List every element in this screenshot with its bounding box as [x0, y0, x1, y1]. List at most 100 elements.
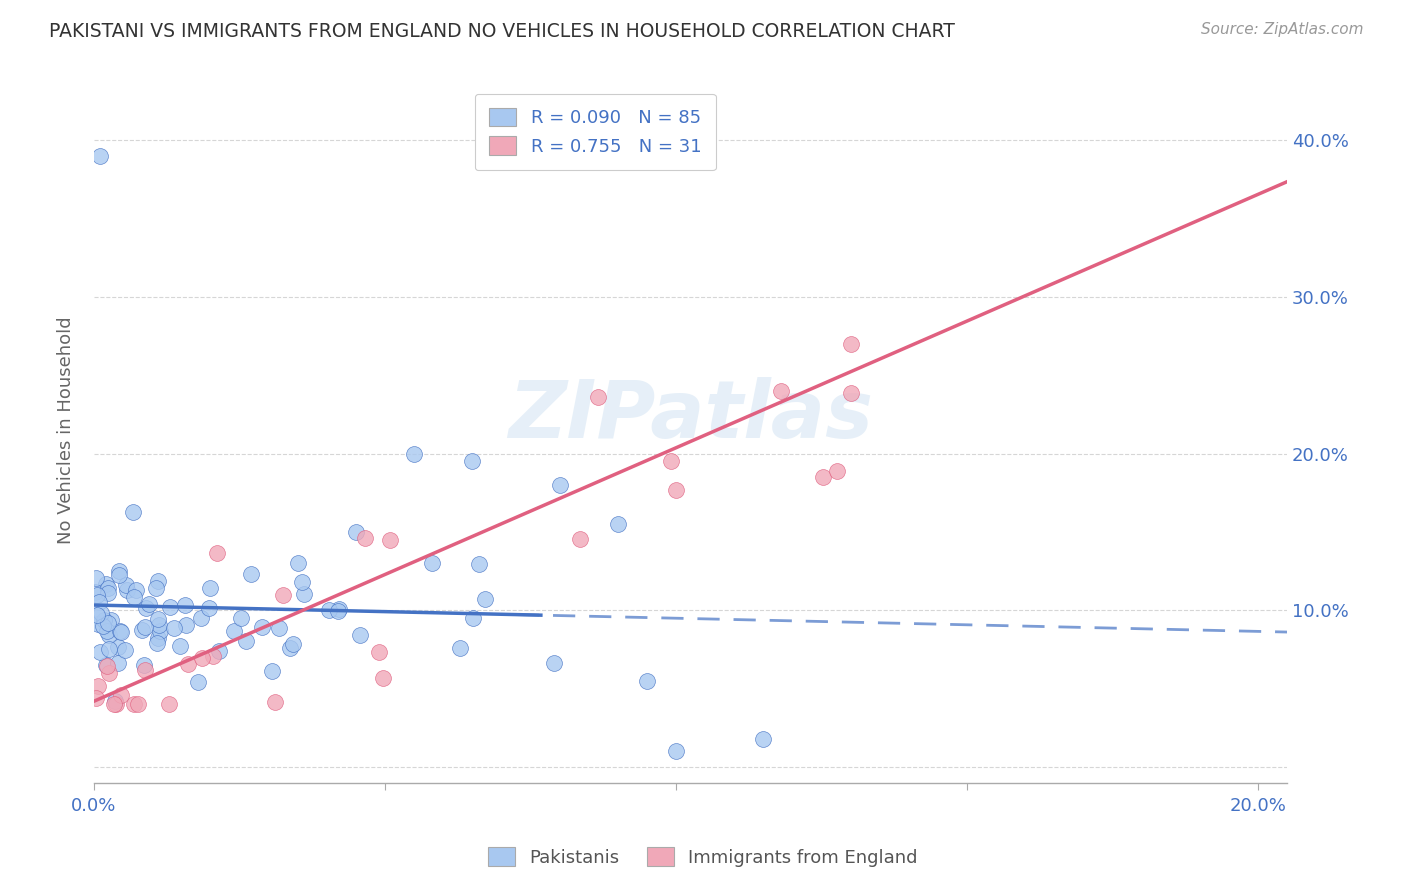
Point	[87, 679, 110, 693]
Point	[169, 640, 191, 654]
Point	[108, 624, 131, 638]
Point	[368, 645, 391, 659]
Point	[468, 557, 491, 571]
Point	[107, 656, 129, 670]
Point	[811, 470, 834, 484]
Point	[548, 478, 571, 492]
Point	[380, 533, 402, 547]
Point	[96, 624, 118, 639]
Point	[97, 616, 120, 631]
Point	[354, 531, 377, 545]
Point	[131, 623, 153, 637]
Point	[174, 617, 197, 632]
Point	[770, 384, 793, 398]
Point	[264, 696, 287, 710]
Point	[271, 588, 294, 602]
Point	[665, 149, 688, 163]
Point	[125, 582, 148, 597]
Point	[127, 698, 149, 712]
Point	[114, 642, 136, 657]
Point	[328, 602, 350, 616]
Point	[231, 611, 253, 625]
Point	[281, 637, 304, 651]
Point	[146, 574, 169, 589]
Point	[96, 658, 118, 673]
Point	[103, 698, 125, 712]
Point	[665, 744, 688, 758]
Point	[349, 627, 371, 641]
Point	[145, 636, 167, 650]
Point	[839, 386, 862, 401]
Point	[91, 619, 114, 633]
Point	[543, 656, 565, 670]
Point	[402, 446, 425, 460]
Point	[97, 581, 120, 595]
Point	[173, 598, 195, 612]
Point	[134, 657, 156, 672]
Point	[474, 592, 496, 607]
Point	[176, 657, 198, 671]
Point	[586, 391, 609, 405]
Point	[98, 642, 121, 657]
Legend: Pakistanis, Immigrants from England: Pakistanis, Immigrants from England	[481, 840, 925, 874]
Point	[449, 641, 471, 656]
Point	[124, 698, 146, 712]
Point	[87, 595, 110, 609]
Point	[278, 640, 301, 655]
Point	[146, 612, 169, 626]
Point	[94, 576, 117, 591]
Point	[86, 571, 108, 585]
Text: PAKISTANI VS IMMIGRANTS FROM ENGLAND NO VEHICLES IN HOUSEHOLD CORRELATION CHART: PAKISTANI VS IMMIGRANTS FROM ENGLAND NO …	[49, 22, 955, 41]
Point	[84, 585, 107, 599]
Point	[97, 586, 120, 600]
Point	[250, 620, 273, 634]
Point	[461, 454, 484, 468]
Point	[224, 624, 246, 638]
Point	[114, 578, 136, 592]
Point	[86, 588, 108, 602]
Point	[90, 606, 112, 620]
Point	[134, 663, 156, 677]
Point	[108, 564, 131, 578]
Point	[260, 664, 283, 678]
Point	[318, 603, 340, 617]
Point	[104, 694, 127, 708]
Point	[148, 617, 170, 632]
Point	[187, 674, 209, 689]
Point	[201, 649, 224, 664]
Point	[93, 613, 115, 627]
Point	[208, 643, 231, 657]
Point	[145, 581, 167, 595]
Point	[198, 581, 221, 595]
Point	[122, 505, 145, 519]
Point	[115, 583, 138, 598]
Point	[825, 464, 848, 478]
Point	[636, 673, 658, 688]
Point	[371, 671, 394, 685]
Point	[138, 597, 160, 611]
Point	[110, 688, 132, 702]
Point	[146, 631, 169, 645]
Point	[665, 483, 688, 497]
Point	[839, 336, 862, 351]
Point	[134, 620, 156, 634]
Point	[89, 645, 111, 659]
Text: ZIPatlas: ZIPatlas	[508, 377, 873, 455]
Point	[240, 567, 263, 582]
Point	[104, 698, 127, 712]
Point	[326, 604, 349, 618]
Point	[98, 665, 121, 680]
Point	[157, 698, 180, 712]
Point	[752, 731, 775, 746]
Point	[606, 517, 628, 532]
Point	[569, 532, 592, 546]
Y-axis label: No Vehicles in Household: No Vehicles in Household	[58, 317, 75, 544]
Point	[87, 616, 110, 631]
Point	[205, 546, 228, 560]
Point	[463, 611, 485, 625]
Point	[291, 574, 314, 589]
Point	[198, 601, 221, 615]
Point	[190, 610, 212, 624]
Legend: R = 0.090   N = 85, R = 0.755   N = 31: R = 0.090 N = 85, R = 0.755 N = 31	[475, 94, 716, 170]
Point	[89, 149, 111, 163]
